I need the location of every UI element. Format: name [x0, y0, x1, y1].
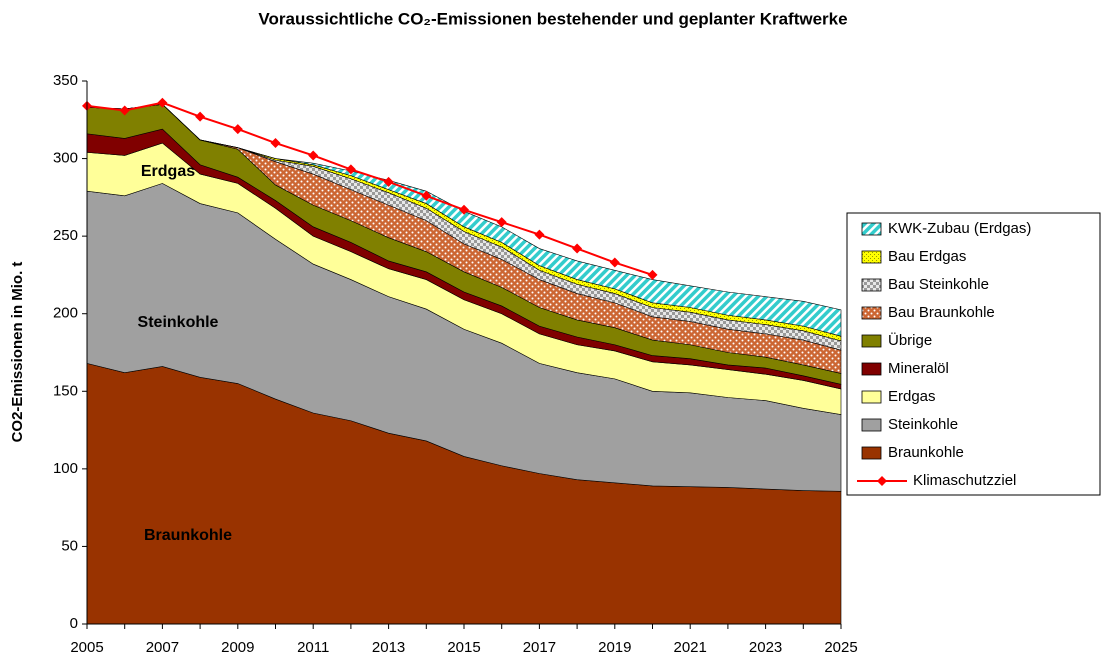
legend-swatch — [861, 418, 882, 432]
line — [86, 101, 653, 276]
x-tick-label: 2009 — [221, 639, 254, 656]
x-tick-label: 2021 — [674, 639, 707, 656]
annotation: Braunkohle — [144, 527, 232, 544]
legend-label: Steinkohle — [888, 416, 958, 433]
y-tick-label: 300 — [53, 150, 78, 167]
marker — [270, 138, 281, 149]
marker — [157, 97, 168, 108]
legend-swatch — [861, 222, 882, 236]
marker — [459, 204, 469, 215]
legend-swatch — [861, 390, 882, 404]
marker — [572, 243, 583, 254]
legend-swatch — [861, 334, 882, 348]
marker — [421, 190, 432, 201]
legend-label: Klimaschutzziel — [913, 472, 1016, 489]
legend-swatch — [861, 306, 882, 320]
x-tick-label: 2013 — [372, 639, 405, 656]
marker — [496, 217, 507, 228]
y-tick-label: 200 — [53, 305, 78, 322]
marker — [534, 229, 545, 240]
legend-swatch — [861, 446, 882, 460]
marker — [345, 164, 356, 175]
annotation: Steinkohle — [138, 314, 219, 331]
y-tick-label: 250 — [53, 227, 78, 244]
marker — [383, 176, 394, 187]
x-tick-label: 2025 — [824, 639, 857, 656]
x-tick-label: 2007 — [146, 639, 179, 656]
legend-label: KWK-Zubau (Erdgas) — [888, 220, 1031, 237]
legend-label: Bau Braunkohle — [888, 304, 995, 321]
area — [86, 103, 842, 337]
y-tick-label: 100 — [53, 460, 78, 477]
x-tick-label: 2023 — [749, 639, 782, 656]
legend-swatch — [861, 362, 882, 376]
marker — [232, 124, 243, 135]
marker — [195, 111, 206, 122]
annotation: Erdgas — [141, 163, 195, 180]
x-tick-label: 2011 — [297, 639, 329, 656]
legend-swatch — [861, 278, 882, 292]
legend-label: Übrige — [888, 331, 932, 349]
x-tick-label: 2015 — [447, 639, 480, 656]
y-tick-label: 350 — [53, 72, 78, 89]
marker — [647, 269, 658, 280]
legend-label: Braunkohle — [888, 444, 964, 461]
legend-label: Bau Steinkohle — [888, 276, 989, 293]
y-tick-label: 150 — [53, 382, 78, 399]
legend-swatch — [861, 250, 882, 264]
y-axis-label: CO2-Emissionen in Mio. t — [9, 262, 26, 443]
marker — [119, 105, 130, 116]
x-tick-label: 2017 — [523, 639, 556, 656]
marker — [609, 257, 620, 268]
x-tick-label: 2019 — [598, 639, 631, 656]
x-tick-label: 2005 — [70, 639, 103, 656]
marker — [308, 150, 319, 161]
chart-title: Voraussichtliche CO₂-Emissionen bestehen… — [258, 9, 847, 28]
y-tick-label: 0 — [70, 615, 78, 632]
legend-label: Mineralöl — [888, 360, 949, 377]
y-tick-label: 50 — [61, 537, 78, 554]
legend-label: Bau Erdgas — [888, 248, 966, 265]
legend-swatch — [877, 476, 887, 486]
legend-box — [846, 212, 1101, 496]
legend-label: Erdgas — [888, 388, 936, 405]
